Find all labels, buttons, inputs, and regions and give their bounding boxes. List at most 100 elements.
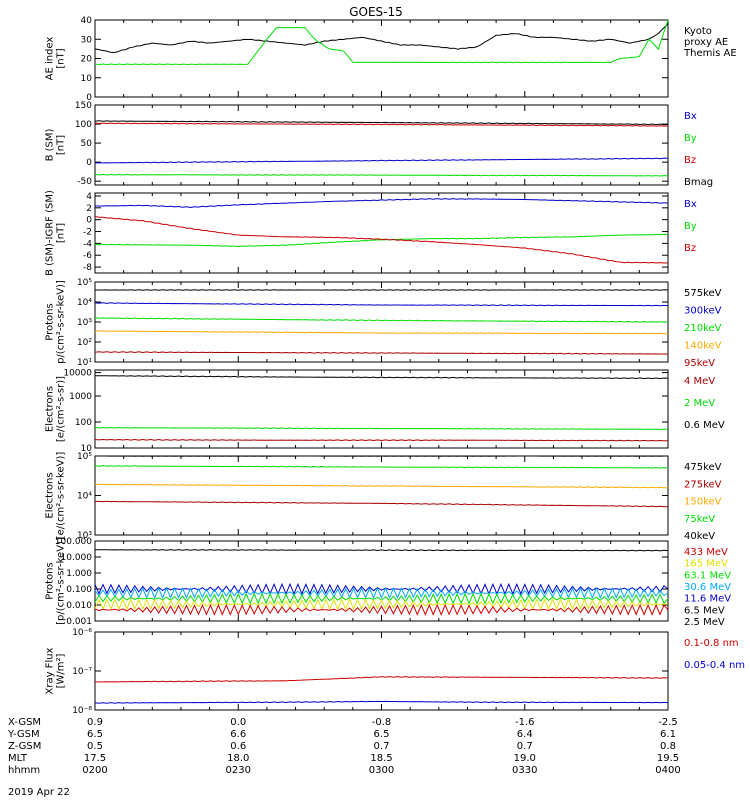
- y-tick-label: 100: [75, 120, 92, 130]
- date-label: 2019 Apr 22: [8, 787, 70, 798]
- footer-row-value: 0.7: [374, 741, 390, 752]
- legend-entry: 4 MeV: [684, 376, 715, 387]
- footer-row-value: 0.0: [230, 717, 246, 728]
- footer-row-value: 0330: [512, 765, 537, 776]
- legend-entry: 210keV: [684, 323, 722, 334]
- y-axis-label: Xray Flux: [45, 647, 56, 694]
- legend-entry: 63.1 MeV: [684, 570, 731, 581]
- series-line-150kev: [95, 484, 668, 487]
- y-tick-label: 0: [86, 216, 92, 226]
- legend-entry: Bz: [684, 155, 696, 166]
- series-line-bmag: [95, 121, 668, 125]
- legend-entry: 140keV: [684, 341, 722, 352]
- series-line-0-6-mev: [95, 376, 668, 379]
- footer-row-label: MLT: [8, 753, 28, 764]
- y-tick-label: 10⁵: [77, 452, 92, 462]
- series-line-140kev: [95, 331, 668, 334]
- footer-row-label: Y-GSM: [7, 729, 40, 740]
- footer-row-value: 0.7: [517, 741, 533, 752]
- y-axis-label: [e/(cm²-s-sr-keV)]: [56, 452, 67, 540]
- y-axis-label: Electrons: [45, 386, 56, 432]
- series-line-by: [95, 234, 668, 246]
- series-line-275kev: [95, 501, 668, 507]
- legend-entry: 433 MeV: [684, 547, 728, 558]
- footer-row-value: 17.5: [84, 753, 106, 764]
- y-tick-label: 4: [86, 192, 92, 202]
- footer-row-value: 6.4: [517, 729, 533, 740]
- y-tick-label: 1.000: [66, 569, 92, 579]
- legend-entry: 2 MeV: [684, 398, 715, 409]
- series-line-bx: [95, 158, 668, 163]
- y-axis-label: [W/m²]: [56, 653, 67, 688]
- series-line-2-mev: [95, 427, 668, 429]
- y-tick-label: -8: [83, 263, 92, 273]
- y-tick-label: 0.100: [66, 585, 92, 595]
- legend-entry: 30.6 MeV: [684, 582, 731, 593]
- panel-frame: [95, 541, 668, 621]
- y-axis-label: [nT]: [56, 223, 67, 243]
- series-line-0-05-0-4-nm: [95, 701, 668, 703]
- y-tick-label: 10⁴: [77, 492, 92, 502]
- legend-entry: 0.05-0.4 nm: [684, 660, 745, 671]
- y-tick-label: 10000: [63, 369, 92, 379]
- panel-frame: [95, 20, 668, 97]
- series-line-themis-ae: [95, 24, 668, 53]
- footer-row-value: 0200: [82, 765, 107, 776]
- series-line-95kev: [95, 352, 668, 354]
- y-axis-label: B (SM): [45, 128, 56, 161]
- footer-row-value: -2.5: [658, 717, 678, 728]
- y-tick-label: 40: [81, 16, 93, 26]
- footer-row-value: -0.8: [372, 717, 392, 728]
- footer-row-value: 0400: [655, 765, 680, 776]
- footer-row-label: X-GSM: [8, 717, 41, 728]
- panel-6: 10³10⁴10⁵Electrons[e/(cm²-s-sr-keV)]475k…: [45, 452, 722, 542]
- y-tick-label: 10: [81, 74, 93, 84]
- legend-entry: By: [684, 133, 697, 144]
- legend-entry: 275keV: [684, 479, 722, 490]
- y-tick-label: 100: [75, 418, 92, 428]
- y-tick-label: 10⁻⁷: [72, 667, 92, 677]
- legend-entry: 165 MeV: [684, 559, 728, 570]
- series-line-75kev: [95, 466, 668, 468]
- y-tick-label: 0.010: [66, 601, 92, 611]
- y-tick-label: 10³: [77, 318, 92, 328]
- y-tick-label: -4: [83, 239, 92, 249]
- footer-row-value: 6.5: [374, 729, 390, 740]
- y-axis-label: [nT]: [56, 48, 67, 68]
- legend-entry: Bx: [684, 199, 697, 210]
- footer-row-value: 0300: [369, 765, 394, 776]
- footer-row-value: 0.9: [87, 717, 103, 728]
- y-tick-label: 10⁵: [77, 278, 92, 288]
- series-line-165-mev: [95, 599, 668, 609]
- y-axis-label: [p/(cm²-s-sr-keV)]: [56, 537, 67, 625]
- y-tick-label: 50: [81, 139, 93, 149]
- series-line-kyoto-proxy-ae: [95, 20, 668, 65]
- legend-entry: 475keV: [684, 462, 722, 473]
- y-tick-label: 30: [81, 35, 93, 45]
- footer-row-label: hhmm: [8, 765, 40, 776]
- footer-row-value: 18.0: [227, 753, 249, 764]
- legend-entry: 300keV: [684, 306, 722, 317]
- y-axis-label: Protons: [45, 562, 56, 599]
- footer-row-value: 0.8: [660, 741, 676, 752]
- panel-frame: [95, 105, 668, 185]
- legend-entry: Themis AE: [683, 48, 737, 59]
- legend-entry: 150keV: [684, 497, 722, 508]
- series-line-bx: [95, 199, 668, 208]
- footer-row-value: 0.5: [87, 741, 103, 752]
- series-line-by: [95, 174, 668, 176]
- y-axis-label: p/(cm²-s-sr-keV)]: [56, 280, 67, 364]
- legend-entry: 40keV: [684, 531, 715, 542]
- footer-row-value: 0.6: [230, 741, 246, 752]
- series-line-bz: [95, 217, 668, 264]
- footer-row-value: 6.1: [660, 729, 676, 740]
- y-tick-label: 150: [75, 101, 92, 111]
- chart-title: GOES-15: [349, 5, 403, 19]
- legend-entry: Bmag: [684, 177, 713, 188]
